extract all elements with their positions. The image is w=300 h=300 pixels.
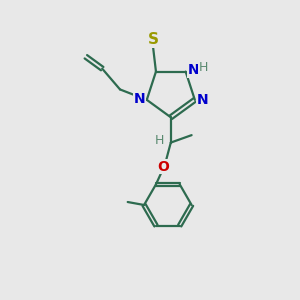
Text: H: H [199,61,208,74]
Text: N: N [196,93,208,107]
Text: S: S [148,32,158,47]
Text: N: N [188,63,200,77]
Text: O: O [158,160,169,174]
Text: N: N [134,92,146,106]
Text: H: H [155,134,164,147]
